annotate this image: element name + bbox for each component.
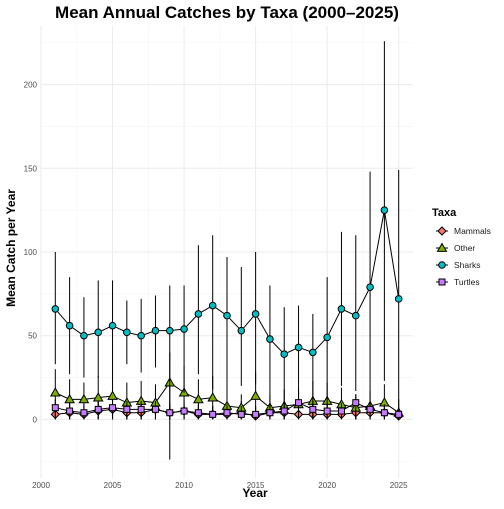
sharks-point	[151, 326, 160, 335]
chart-title: Mean Annual Catches by Taxa (2000–2025)	[55, 3, 399, 22]
sharks-point	[108, 321, 117, 330]
sharks-point	[309, 348, 317, 357]
y-tick-label: 50	[28, 332, 37, 341]
sharks-point	[337, 305, 346, 313]
y-tick-label: 150	[24, 164, 38, 173]
legend-key-sharks	[438, 261, 446, 269]
other-point	[107, 390, 118, 400]
turtles-point	[266, 409, 274, 417]
sharks-point	[380, 206, 389, 214]
x-axis-title: Year	[242, 486, 268, 500]
x-tick-label: 2025	[390, 481, 408, 490]
sharks-point	[280, 350, 289, 358]
sharks-point	[237, 326, 246, 335]
turtles-point	[237, 410, 245, 418]
other-point	[193, 393, 204, 404]
sharks-point	[251, 310, 260, 318]
sharks-point	[394, 295, 403, 303]
x-tick-label: 2010	[175, 481, 193, 490]
sharks-point	[51, 305, 60, 313]
y-tick-label: 200	[24, 81, 38, 90]
x-tick-label: 2005	[104, 481, 122, 490]
turtles-point	[295, 399, 303, 407]
turtles-point	[166, 409, 174, 417]
legend-label-turtles: Turtles	[454, 277, 480, 287]
legend-label-other: Other	[454, 243, 475, 253]
turtles-point	[366, 405, 374, 413]
turtles-point	[209, 410, 217, 418]
sharks-point	[165, 326, 174, 335]
turtles-point	[352, 399, 360, 407]
sharks-point	[223, 311, 231, 320]
y-tick-label: 0	[33, 415, 38, 424]
other-point	[64, 393, 75, 404]
turtles-point	[309, 405, 317, 413]
legend: Taxa Mammals Other Sharks Turtles	[432, 207, 491, 287]
sharks-point	[323, 333, 331, 342]
x-tick-label: 2020	[318, 481, 336, 490]
legend-key-mammals	[437, 226, 447, 236]
legend-key-turtles	[438, 278, 446, 286]
other-point	[250, 390, 261, 400]
sharks-point	[366, 283, 374, 291]
sharks-point	[208, 301, 217, 310]
turtles-point	[80, 409, 88, 417]
series-sharks	[51, 41, 403, 460]
sharks-point	[94, 328, 103, 337]
y-tick-label: 100	[24, 248, 38, 257]
turtles-point	[66, 407, 74, 415]
x-tick-label: 2015	[247, 481, 265, 490]
turtles-point	[109, 404, 117, 412]
turtles-point	[252, 410, 260, 418]
turtles-point	[395, 410, 403, 418]
turtles-point	[223, 409, 231, 417]
sharks-point	[294, 343, 303, 352]
legend-label-sharks: Sharks	[454, 260, 480, 270]
series-turtles	[51, 392, 403, 420]
turtles-point	[194, 409, 202, 417]
sharks-point	[266, 335, 274, 343]
other-point	[49, 387, 61, 397]
turtles-point	[180, 407, 188, 415]
turtles-point	[123, 405, 131, 413]
sharks-point	[123, 328, 131, 337]
turtles-point	[51, 404, 59, 412]
legend-key-other	[436, 242, 448, 252]
sharks-point	[80, 331, 88, 340]
turtles-point	[323, 407, 331, 415]
sharks-point	[137, 331, 145, 340]
sharks-point	[351, 311, 360, 320]
turtles-point	[94, 405, 102, 413]
y-axis-title: Mean Catch per Year	[4, 189, 18, 307]
turtles-point	[337, 407, 345, 415]
other-point	[207, 392, 219, 402]
y-axis-ticks: 0 50 100 150 200	[24, 81, 38, 425]
sharks-point	[180, 325, 188, 333]
series-layer	[49, 41, 405, 460]
x-axis-ticks: 2000 2005 2010 2015 2020 2025	[32, 481, 408, 490]
legend-items: Mammals Other Sharks Turtles	[436, 226, 491, 287]
turtles-point	[137, 405, 145, 413]
sharks-point	[194, 310, 203, 318]
x-tick-label: 2000	[32, 481, 50, 490]
turtles-point	[380, 409, 388, 417]
legend-title: Taxa	[432, 207, 457, 219]
turtles-point	[280, 407, 288, 415]
turtles-point	[151, 405, 159, 413]
sharks-point	[65, 321, 74, 330]
legend-label-mammals: Mammals	[454, 226, 491, 236]
other-point	[78, 393, 90, 404]
